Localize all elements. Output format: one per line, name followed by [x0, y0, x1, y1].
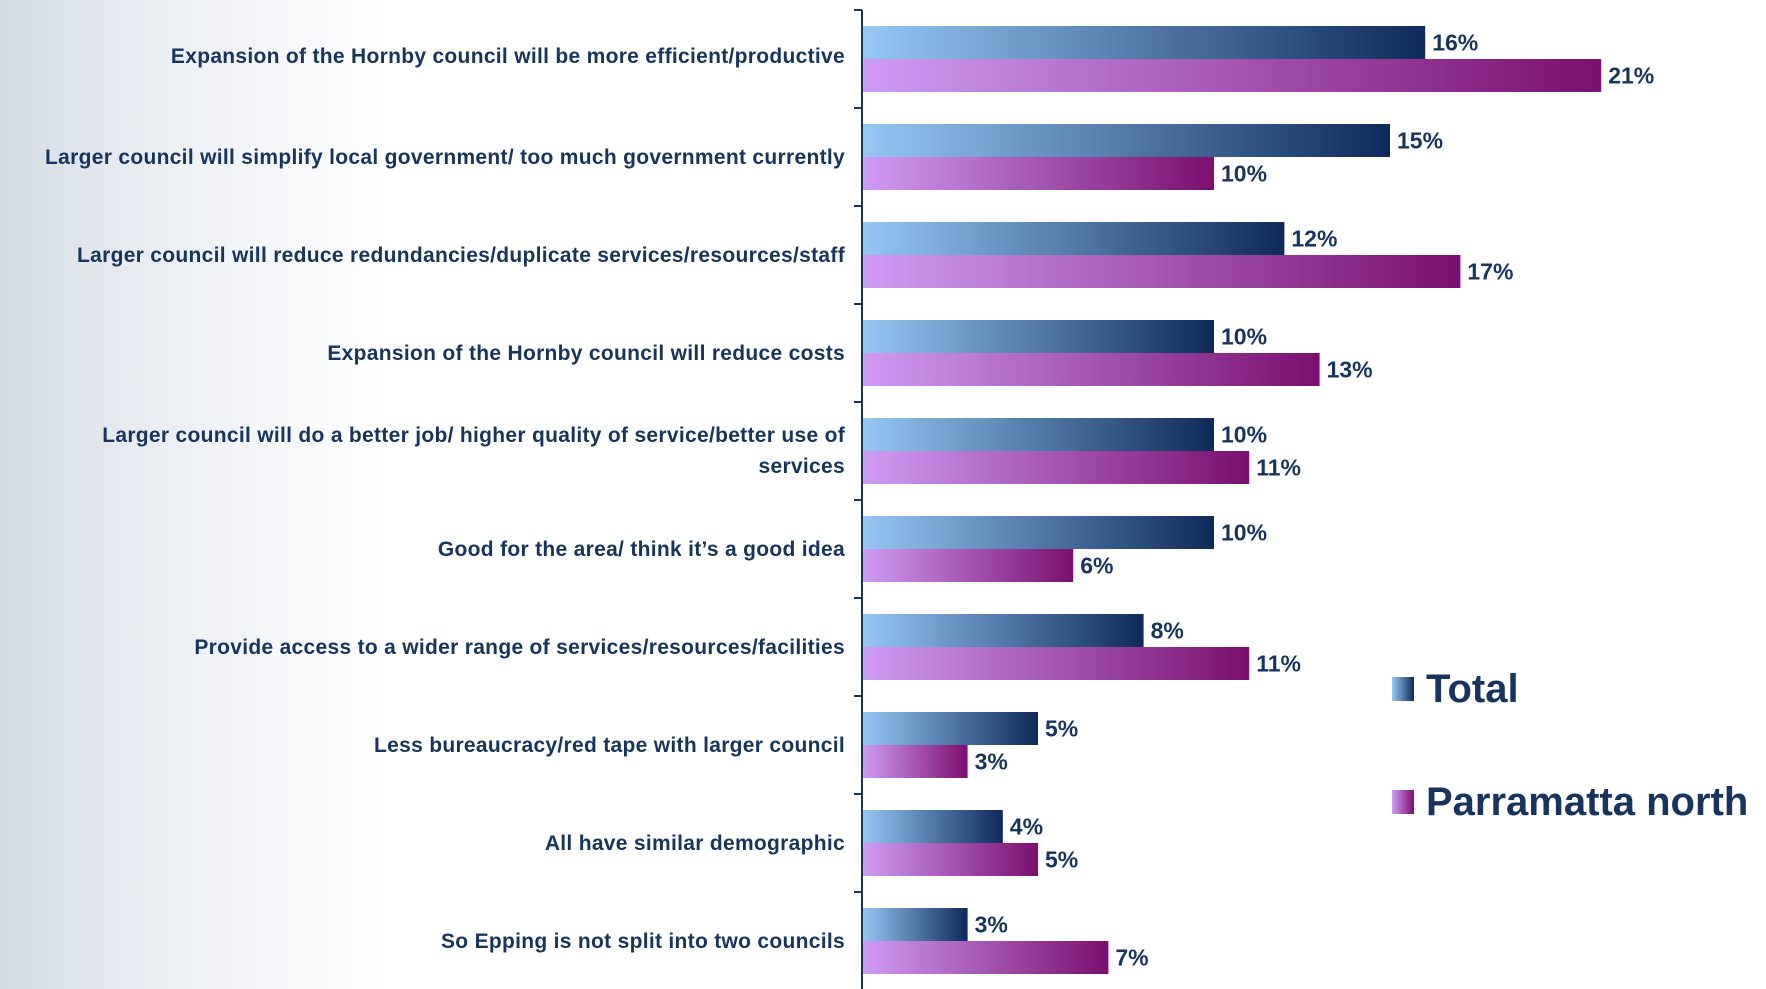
value-label-parramatta-north-3: 17%: [1467, 259, 1513, 285]
category-label-10: So Epping is not split into two councils: [441, 929, 845, 953]
value-label-total-7: 8%: [1151, 618, 1184, 644]
bars-group: [862, 26, 1602, 974]
value-label-parramatta-north-2: 10%: [1221, 161, 1267, 187]
category-label-8: Less bureaucracy/red tape with larger co…: [374, 733, 845, 757]
value-label-total-1: 16%: [1432, 30, 1478, 56]
category-label-1: Expansion of the Hornby council will be …: [170, 44, 845, 68]
value-label-parramatta-north-5: 11%: [1256, 455, 1301, 481]
value-label-total-3: 12%: [1291, 226, 1337, 252]
category-label-9: All have similar demographic: [544, 831, 845, 855]
value-label-parramatta-north-7: 11%: [1256, 651, 1301, 677]
category-label-7: Provide access to a wider range of servi…: [194, 635, 845, 659]
bar-total-7: [862, 614, 1144, 647]
bar-total-4: [862, 320, 1214, 353]
bar-parramatta-north-7: [862, 647, 1250, 680]
bar-total-6: [862, 516, 1214, 549]
bar-total-8: [862, 712, 1038, 745]
bar-parramatta-north-4: [862, 353, 1320, 386]
value-label-total-4: 10%: [1221, 324, 1267, 350]
category-label-6: Good for the area/ think it’s a good ide…: [437, 537, 845, 561]
bar-parramatta-north-8: [862, 745, 968, 778]
bar-total-2: [862, 124, 1390, 157]
legend-swatch-parramatta-north: [1392, 790, 1414, 814]
bar-parramatta-north-1: [862, 59, 1602, 92]
value-label-parramatta-north-4: 13%: [1327, 357, 1373, 383]
category-label-3: Larger council will reduce redundancies/…: [77, 243, 845, 267]
value-labels-group: 16% 21% 15% 10% 12% 17% 10% 13% 10% 11% 10% 6% 8% 11%…: [975, 30, 1655, 971]
legend-item-total: Total: [1392, 667, 1519, 711]
bar-parramatta-north-3: [862, 255, 1461, 288]
category-label-2: Larger council will simplify local gover…: [45, 145, 845, 169]
value-label-total-9: 4%: [1010, 814, 1043, 840]
bar-parramatta-north-9: [862, 843, 1038, 876]
category-label-5: Larger council will do a better job/ hig…: [102, 424, 845, 478]
value-label-total-6: 10%: [1221, 520, 1267, 546]
bar-total-1: [862, 26, 1426, 59]
bar-parramatta-north-5: [862, 451, 1250, 484]
value-label-parramatta-north-10: 7%: [1115, 945, 1148, 971]
bar-total-9: [862, 810, 1003, 843]
legend-label-total: Total: [1426, 667, 1519, 711]
bar-total-10: [862, 908, 968, 941]
legend-item-parramatta-north: Parramatta north: [1392, 780, 1748, 824]
y-axis: [854, 9, 863, 989]
value-label-parramatta-north-9: 5%: [1045, 847, 1078, 873]
category-label-4: Expansion of the Hornby council will red…: [327, 341, 845, 365]
bar-total-5: [862, 418, 1214, 451]
legend-swatch-total: [1392, 677, 1414, 701]
value-label-parramatta-north-8: 3%: [975, 749, 1008, 775]
bar-parramatta-north-2: [862, 157, 1214, 190]
value-label-parramatta-north-1: 21%: [1608, 63, 1654, 89]
value-label-total-2: 15%: [1397, 128, 1443, 154]
value-label-total-10: 3%: [975, 912, 1008, 938]
legend-label-parramatta-north: Parramatta north: [1426, 780, 1749, 824]
value-label-parramatta-north-6: 6%: [1080, 553, 1113, 579]
bar-parramatta-north-10: [862, 941, 1109, 974]
bar-parramatta-north-6: [862, 549, 1074, 582]
value-label-total-8: 5%: [1045, 716, 1078, 742]
value-label-total-5: 10%: [1221, 422, 1267, 448]
bar-total-3: [862, 222, 1285, 255]
